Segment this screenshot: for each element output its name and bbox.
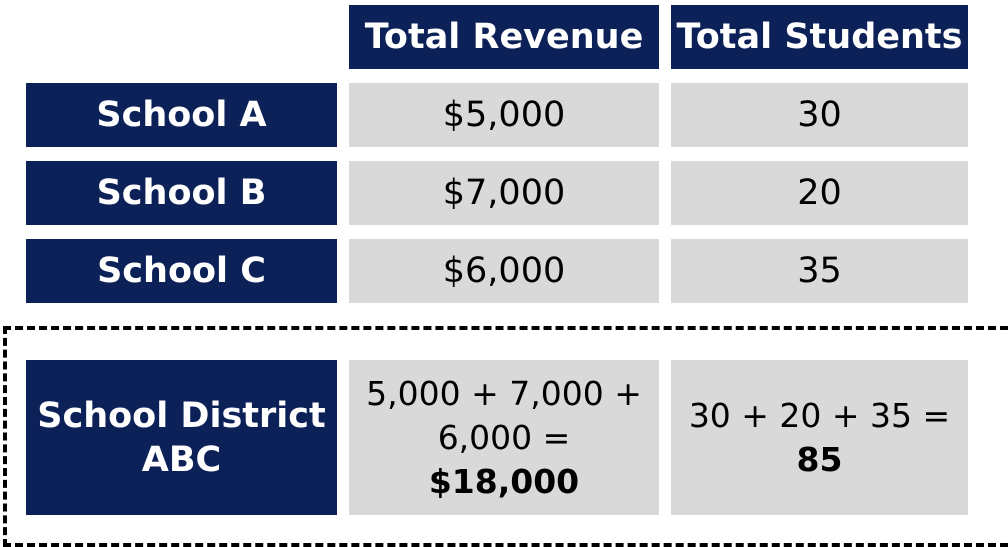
district-label-line1: School District [37,395,326,436]
row-label-school-district: School District ABC [26,360,337,515]
students-school-b: 20 [671,161,968,225]
revenue-district-sum: 5,000 + 7,000 + 6,000 = $18,000 [349,360,659,515]
revenue-school-c: $6,000 [349,239,659,303]
revenue-sum-line1: 5,000 + 7,000 + [366,373,642,413]
students-sum-line1: 30 + 20 + 35 = [688,395,951,435]
row-label-school-a: School A [26,83,337,147]
students-sum-total: 85 [796,439,843,479]
district-summary-dashed-box [3,326,1008,547]
row-label-school-c: School C [26,239,337,303]
revenue-school-b: $7,000 [349,161,659,225]
students-district-sum: 30 + 20 + 35 = 85 [671,360,968,515]
revenue-sum-line2: 6,000 = [437,417,571,457]
row-label-school-b: School B [26,161,337,225]
revenue-school-a: $5,000 [349,83,659,147]
revenue-sum-total: $18,000 [428,461,580,501]
header-total-revenue: Total Revenue [349,5,659,69]
header-total-students: Total Students [671,5,968,69]
students-school-a: 30 [671,83,968,147]
district-label-line2: ABC [141,439,222,480]
students-school-c: 35 [671,239,968,303]
